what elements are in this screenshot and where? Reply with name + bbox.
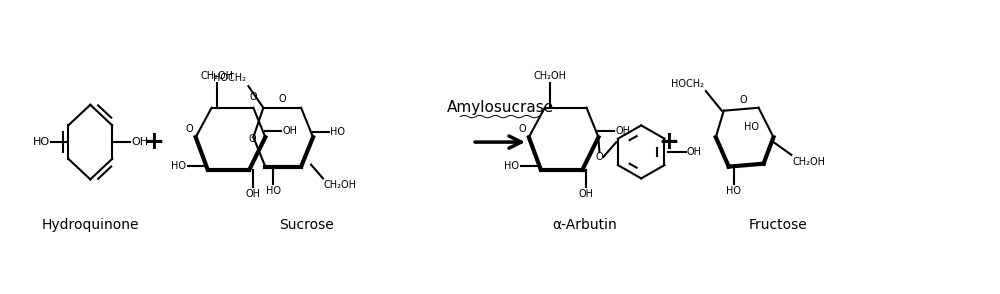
Text: +: + bbox=[659, 130, 679, 154]
Text: HO: HO bbox=[266, 186, 281, 196]
Text: HOCH₂: HOCH₂ bbox=[671, 79, 704, 89]
Text: OH: OH bbox=[246, 189, 261, 199]
Text: Hydroquinone: Hydroquinone bbox=[42, 218, 139, 231]
Text: O: O bbox=[249, 134, 256, 144]
Text: HO: HO bbox=[32, 137, 50, 147]
Text: O: O bbox=[278, 94, 286, 104]
Text: O: O bbox=[596, 152, 603, 162]
Text: O: O bbox=[250, 92, 257, 102]
Text: Sucrose: Sucrose bbox=[279, 218, 333, 231]
Text: HO: HO bbox=[726, 186, 741, 196]
Text: OH: OH bbox=[131, 137, 148, 147]
Text: HO: HO bbox=[744, 122, 759, 132]
Text: CH₂OH: CH₂OH bbox=[533, 71, 566, 81]
Text: OH: OH bbox=[687, 147, 702, 157]
Text: OH: OH bbox=[615, 126, 630, 136]
Text: OH: OH bbox=[282, 126, 297, 136]
Text: HO: HO bbox=[504, 161, 519, 171]
Text: HOCH₂: HOCH₂ bbox=[213, 73, 246, 83]
Text: O: O bbox=[739, 95, 747, 105]
Text: CH₂OH: CH₂OH bbox=[324, 180, 357, 190]
Text: CH₂OH: CH₂OH bbox=[792, 157, 825, 167]
Text: HO: HO bbox=[171, 161, 186, 171]
Text: HO: HO bbox=[330, 127, 345, 137]
Text: Amylosucrase: Amylosucrase bbox=[446, 100, 554, 115]
Text: O: O bbox=[518, 124, 526, 134]
Text: +: + bbox=[143, 130, 164, 154]
Text: α-Arbutin: α-Arbutin bbox=[552, 218, 617, 231]
Text: CH₂OH: CH₂OH bbox=[200, 71, 233, 81]
Text: OH: OH bbox=[578, 189, 593, 199]
Text: O: O bbox=[185, 124, 193, 134]
Text: Fructose: Fructose bbox=[749, 218, 808, 231]
